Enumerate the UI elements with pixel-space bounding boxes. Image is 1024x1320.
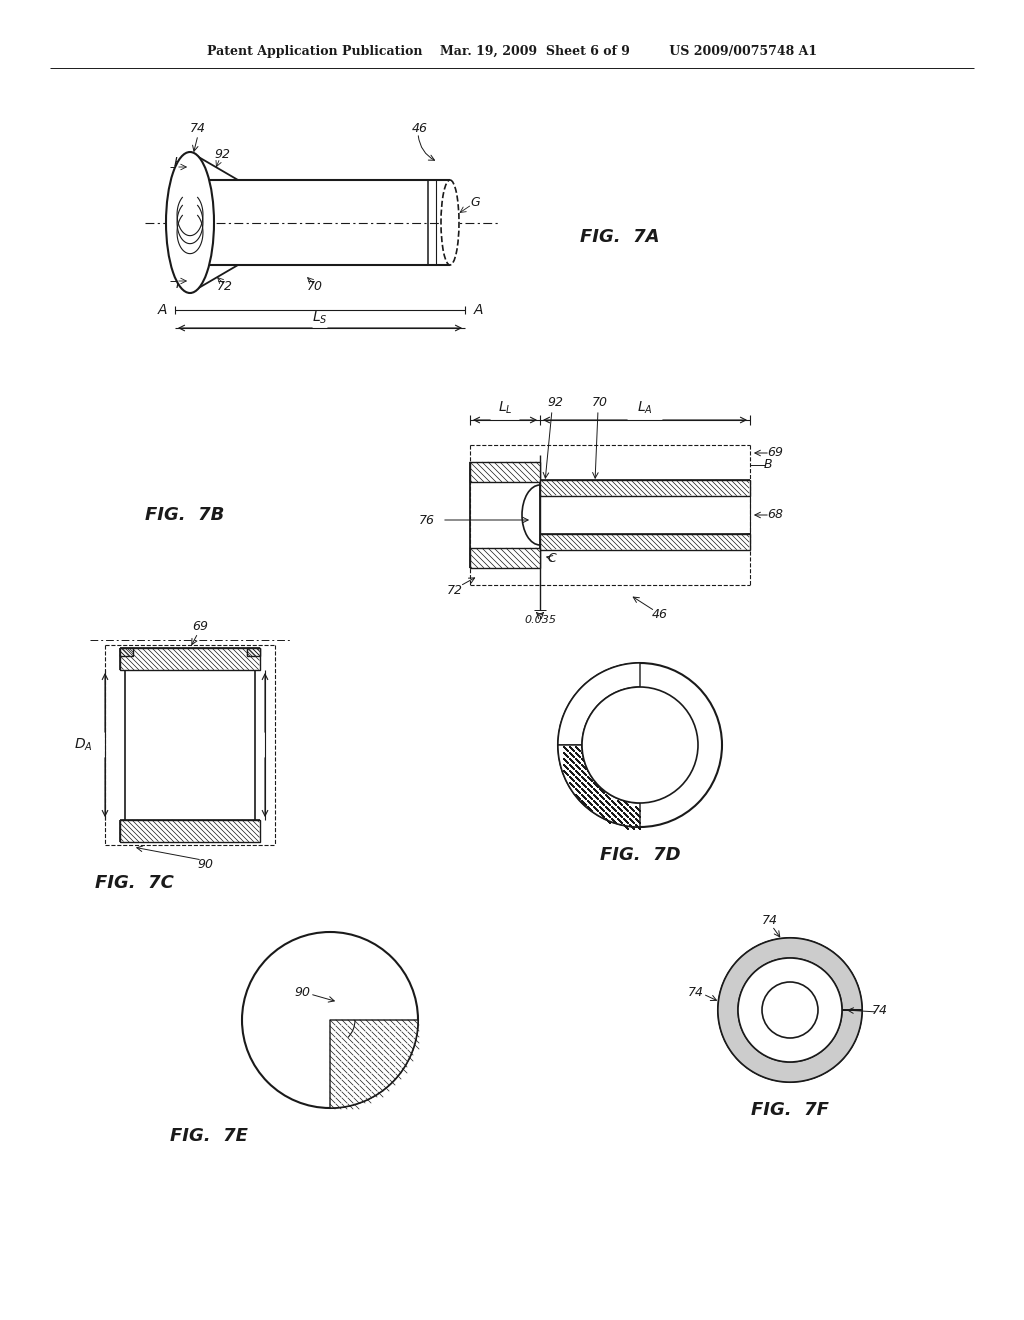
Text: 74: 74 bbox=[688, 986, 705, 998]
Circle shape bbox=[582, 686, 698, 803]
Text: 0.035: 0.035 bbox=[524, 615, 556, 624]
Ellipse shape bbox=[441, 180, 459, 265]
Text: 90: 90 bbox=[294, 986, 310, 998]
Text: 70: 70 bbox=[307, 281, 323, 293]
Text: G: G bbox=[470, 195, 480, 209]
Text: 72: 72 bbox=[217, 281, 233, 293]
Text: 68: 68 bbox=[767, 508, 783, 521]
Ellipse shape bbox=[166, 152, 214, 293]
Polygon shape bbox=[558, 744, 640, 828]
Text: 46: 46 bbox=[652, 609, 668, 622]
Bar bbox=[540, 535, 750, 550]
Text: B: B bbox=[764, 458, 772, 471]
Circle shape bbox=[738, 958, 842, 1063]
Text: FIG.  7A: FIG. 7A bbox=[581, 228, 659, 247]
Text: 70: 70 bbox=[592, 396, 608, 409]
Text: H: H bbox=[175, 279, 184, 292]
Text: FIG.  7D: FIG. 7D bbox=[600, 846, 680, 865]
Text: H: H bbox=[173, 156, 182, 169]
Text: $L_A$: $L_A$ bbox=[637, 400, 653, 416]
Text: 74: 74 bbox=[872, 1003, 888, 1016]
Text: 90: 90 bbox=[197, 858, 213, 870]
Bar bbox=[470, 462, 540, 482]
Bar bbox=[470, 548, 540, 568]
Bar bbox=[540, 480, 750, 496]
Text: 74: 74 bbox=[190, 121, 206, 135]
Bar bbox=[247, 648, 260, 656]
Polygon shape bbox=[718, 939, 862, 1082]
Text: 69: 69 bbox=[767, 446, 783, 459]
Bar bbox=[120, 820, 260, 842]
Text: A: A bbox=[473, 304, 482, 317]
Text: $L_L$: $L_L$ bbox=[498, 400, 512, 416]
Text: A: A bbox=[158, 304, 167, 317]
Text: Patent Application Publication    Mar. 19, 2009  Sheet 6 of 9         US 2009/00: Patent Application Publication Mar. 19, … bbox=[207, 45, 817, 58]
Bar bbox=[120, 648, 133, 656]
Text: FIG.  7F: FIG. 7F bbox=[751, 1101, 829, 1119]
Circle shape bbox=[762, 982, 818, 1038]
Polygon shape bbox=[330, 1020, 418, 1107]
Circle shape bbox=[558, 663, 722, 828]
Text: $D_A$: $D_A$ bbox=[74, 737, 92, 754]
Polygon shape bbox=[558, 663, 640, 744]
Text: $L_S$: $L_S$ bbox=[312, 310, 328, 326]
Circle shape bbox=[718, 939, 862, 1082]
Text: 45.0°: 45.0° bbox=[368, 1045, 398, 1055]
Text: 92: 92 bbox=[547, 396, 563, 409]
Text: FIG.  7B: FIG. 7B bbox=[145, 506, 224, 524]
Text: 74: 74 bbox=[762, 913, 778, 927]
Text: 92: 92 bbox=[214, 149, 230, 161]
Text: C: C bbox=[548, 552, 556, 565]
Text: FIG.  7E: FIG. 7E bbox=[170, 1127, 248, 1144]
Circle shape bbox=[242, 932, 418, 1107]
Text: 46: 46 bbox=[412, 121, 428, 135]
Text: 76: 76 bbox=[419, 513, 435, 527]
Text: 69: 69 bbox=[193, 620, 208, 634]
Text: FIG.  7C: FIG. 7C bbox=[95, 874, 174, 892]
Bar bbox=[120, 648, 260, 671]
Text: 72: 72 bbox=[447, 583, 463, 597]
